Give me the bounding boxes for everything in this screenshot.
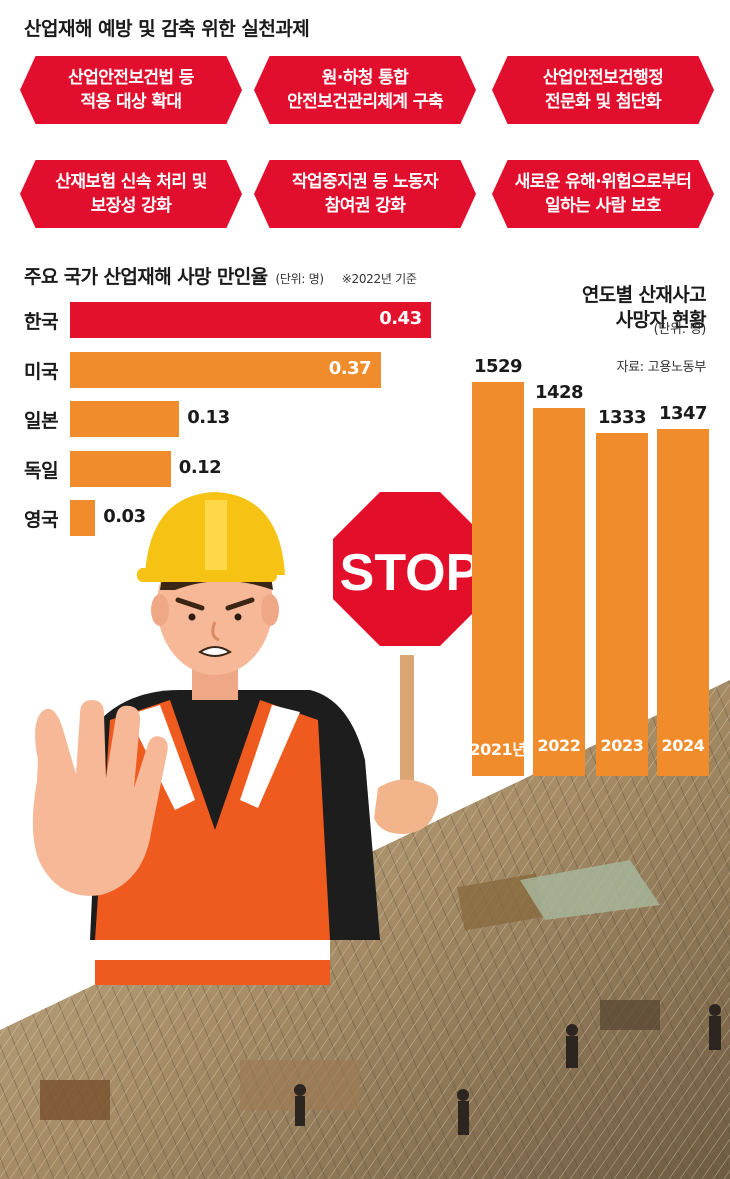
country-label: 독일 — [24, 459, 59, 482]
page-title: 산업재해 예방 및 감축 위한 실천과제 — [24, 18, 310, 40]
horizontal-chart-unit: (단위: 명) — [275, 272, 325, 286]
country-value-label: 0.12 — [178, 456, 222, 478]
year-column — [472, 382, 524, 776]
vertical-chart-title: 연도별 산재사고 사망자 현황 — [581, 284, 707, 331]
year-label: 2021년 — [469, 740, 527, 759]
country-value-label: 0.03 — [103, 506, 146, 527]
horizontal-chart-header: 주요 국가 산업재해 사망 만인율 (단위: 명) ※2022년 기준 — [24, 262, 417, 289]
task-banner-text: 산업안전보건법 등 적용 대상 확대 — [68, 68, 194, 112]
stop-sign-text: STOP — [340, 544, 481, 602]
stop-sign-icon: STOP — [324, 483, 496, 834]
year-column — [596, 432, 648, 776]
country-label: 일본 — [24, 410, 59, 432]
task-banner-text: 산재보험 신속 처리 및 보장성 강화 — [55, 172, 207, 216]
year-label: 2023 — [600, 736, 644, 755]
task-banner-text: 원·하청 통합 안전보건관리체계 구축 — [287, 68, 443, 112]
vertical-chart-source: 자료: 고용노동부 — [616, 360, 706, 375]
year-value-label: 1529 — [473, 356, 523, 378]
task-banner: 작업중지권 등 노동자 참여권 강화 — [254, 160, 476, 228]
task-banner: 새로운 유해·위험으로부터 일하는 사람 보호 — [492, 160, 714, 228]
task-banner: 산업안전보건법 등 적용 대상 확대 — [20, 56, 242, 124]
country-label: 영국 — [24, 509, 59, 531]
country-bar — [70, 500, 96, 536]
country-bar — [70, 351, 381, 388]
country-value-label: 0.43 — [379, 308, 422, 329]
country-value-label: 0.13 — [187, 407, 230, 428]
year-value-label: 1428 — [534, 382, 584, 404]
task-banner-text: 작업중지권 등 노동자 참여권 강화 — [292, 172, 439, 216]
country-label: 한국 — [24, 311, 59, 333]
year-label: 2022 — [537, 736, 581, 755]
task-banner: 산업안전보건행정 전문화 및 첨단화 — [492, 56, 714, 124]
country-label: 미국 — [24, 360, 59, 383]
country-bar — [70, 450, 171, 487]
country-value-label: 0.37 — [328, 357, 372, 379]
task-banner-text: 새로운 유해·위험으로부터 일하는 사람 보호 — [514, 172, 692, 216]
horizontal-chart-basis: ※2022년 기준 — [341, 272, 417, 286]
country-bar — [70, 302, 432, 338]
horizontal-chart-title: 주요 국가 산업재해 사망 만인율 — [24, 266, 268, 288]
country-bar — [70, 401, 180, 437]
task-banner: 원·하청 통합 안전보건관리체계 구축 — [254, 56, 476, 124]
worker-with-hardhat-icon — [32, 492, 380, 985]
year-column — [657, 429, 709, 776]
year-column — [533, 408, 585, 776]
year-value-label: 1333 — [597, 406, 647, 428]
vertical-chart-unit: (단위: 명) — [653, 322, 707, 337]
task-banner: 산재보험 신속 처리 및 보장성 강화 — [20, 160, 242, 228]
year-value-label: 1347 — [658, 403, 708, 425]
task-banner-text: 산업안전보건행정 전문화 및 첨단화 — [542, 68, 664, 112]
year-label: 2024 — [661, 736, 705, 755]
